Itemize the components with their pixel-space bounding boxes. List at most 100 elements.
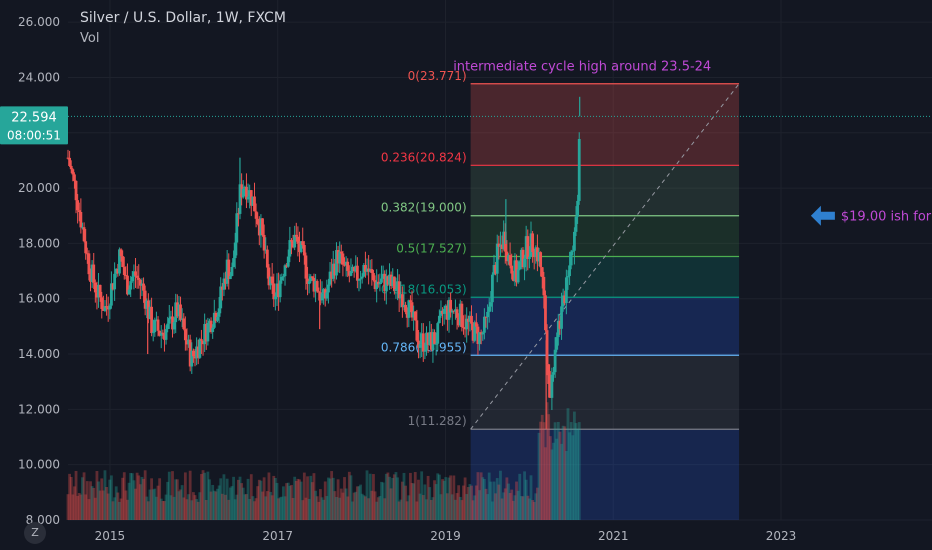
volume-indicator-label[interactable]: Vol	[80, 31, 100, 46]
candle-body	[452, 310, 456, 312]
y-tick-label: 14.000	[18, 347, 60, 361]
arrow-left-icon	[810, 205, 835, 226]
volume-bar	[574, 423, 578, 520]
candle-body	[208, 320, 211, 324]
volume-bar	[502, 492, 506, 520]
volume-bar	[518, 473, 522, 520]
volume-bar	[166, 481, 170, 520]
candle-body	[296, 236, 300, 244]
volume-bar	[346, 496, 350, 520]
candle-body	[331, 263, 335, 279]
volume-bar	[532, 501, 536, 520]
candle-body	[188, 339, 192, 367]
candle-body	[545, 330, 549, 365]
candle-body	[220, 286, 224, 290]
volume-bar	[317, 501, 321, 520]
volume-bar	[245, 494, 248, 520]
candle-body	[177, 304, 181, 317]
volume-bar	[503, 488, 507, 520]
volume-bar	[481, 477, 485, 520]
candle-body	[159, 332, 163, 336]
zoom-button[interactable]: Z	[24, 522, 46, 544]
volume-bar	[85, 481, 89, 520]
volume-bar	[310, 482, 314, 520]
volume-bar	[561, 425, 565, 520]
candle-body	[195, 346, 199, 359]
volume-bar	[204, 499, 208, 520]
candle-body	[489, 302, 493, 307]
candle-body	[119, 249, 123, 257]
volume-bar	[318, 489, 322, 520]
candle-body	[471, 323, 475, 341]
volume-bar	[198, 492, 202, 520]
volume-bar	[515, 481, 518, 520]
y-tick-label: 12.000	[18, 402, 60, 416]
candle-body	[531, 233, 535, 252]
candle-body	[413, 311, 417, 321]
candle-body	[267, 267, 271, 286]
volume-bar	[195, 499, 199, 520]
volume-bar	[159, 498, 163, 520]
volume-bar	[573, 411, 576, 520]
candle-body	[561, 295, 565, 307]
volume-bar	[146, 501, 150, 520]
candle-body	[77, 210, 81, 213]
volume-bar	[235, 494, 239, 520]
candle-body	[127, 289, 131, 295]
candle-body	[349, 271, 353, 276]
candle-body	[375, 281, 379, 290]
volume-bar	[527, 498, 531, 520]
volume-bar	[552, 442, 555, 520]
candle-body	[524, 236, 528, 259]
volume-bar	[211, 484, 215, 520]
volume-bar	[372, 474, 375, 520]
volume-bar	[409, 472, 412, 520]
volume-bar	[261, 491, 264, 520]
candle-body	[521, 249, 525, 268]
candle-body	[351, 266, 354, 272]
candle-body	[381, 273, 385, 279]
candle-body	[577, 138, 581, 201]
volume-bar	[143, 470, 147, 520]
candle-body	[245, 186, 248, 200]
candle-body	[113, 273, 117, 290]
candle-body	[134, 271, 137, 276]
volume-bar	[251, 496, 255, 520]
volume-bar	[183, 472, 187, 520]
candle-body	[175, 302, 179, 317]
candle-body	[405, 312, 409, 318]
candle-body	[161, 332, 165, 334]
volume-bar	[465, 494, 469, 520]
candle-body	[513, 260, 517, 281]
volume-bar	[66, 494, 70, 520]
fib-trendline	[470, 83, 740, 430]
candle-body	[433, 332, 436, 345]
candle-body	[182, 318, 186, 330]
volume-bar	[542, 422, 546, 520]
candle-body	[576, 200, 580, 217]
volume-bar	[291, 498, 295, 520]
candle-body	[278, 280, 282, 298]
candle-body	[306, 278, 309, 285]
volume-bar	[175, 479, 179, 520]
volume-bar	[343, 477, 346, 520]
candle-body	[368, 269, 372, 272]
volume-bar	[100, 478, 104, 520]
candle-body	[155, 319, 158, 321]
candle-body	[285, 265, 289, 267]
candle-body	[256, 218, 260, 224]
volume-bar	[265, 491, 269, 520]
volume-bar	[507, 483, 510, 520]
volume-bar	[92, 487, 96, 520]
candle-body	[323, 289, 327, 299]
volume-bar	[328, 478, 332, 520]
volume-bar	[460, 500, 464, 520]
volume-bar	[84, 494, 88, 520]
volume-bar	[410, 483, 414, 520]
fib-level-label: 0.5(17.527)	[396, 241, 466, 255]
candle-body	[425, 332, 428, 351]
candle-body	[68, 157, 72, 166]
candle-body	[437, 315, 441, 324]
